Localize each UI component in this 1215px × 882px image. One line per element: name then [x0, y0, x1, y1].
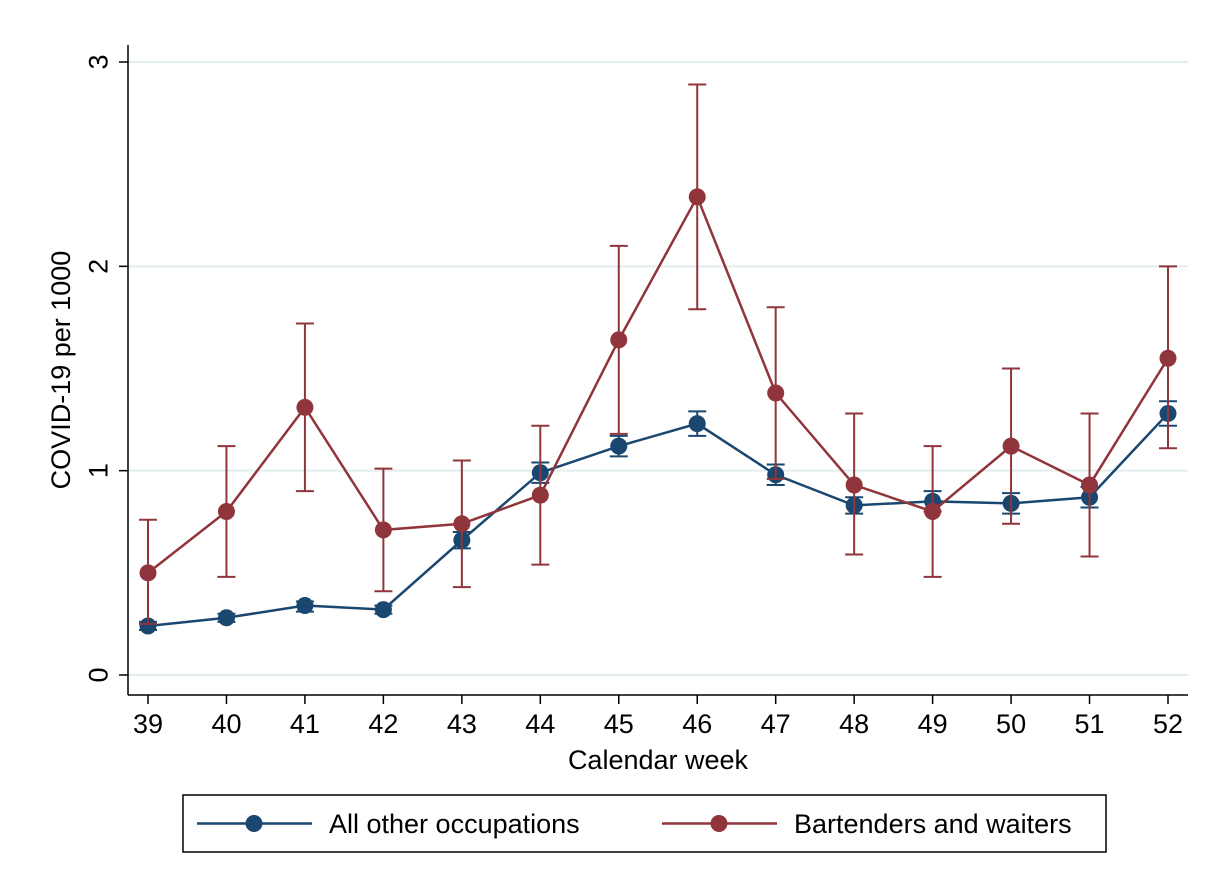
- legend-label: Bartenders and waiters: [794, 809, 1072, 839]
- data-point: [1159, 349, 1177, 367]
- data-point: [374, 521, 392, 539]
- x-tick-label: 48: [839, 709, 869, 739]
- x-tick-label: 49: [918, 709, 948, 739]
- legend: All other occupations Bartenders and wait…: [182, 794, 1107, 853]
- data-point: [924, 503, 942, 521]
- data-point: [531, 486, 549, 504]
- y-ticks: 0 1 2 3: [83, 54, 128, 683]
- data-point: [453, 515, 471, 533]
- x-tick-label: 51: [1075, 709, 1105, 739]
- data-point: [296, 398, 314, 416]
- data-point: [1081, 476, 1099, 494]
- x-tick-label: 42: [368, 709, 398, 739]
- data-point: [767, 384, 785, 402]
- data-point: [845, 476, 863, 494]
- data-point: [217, 609, 235, 627]
- y-tick-label: 2: [83, 259, 113, 274]
- data-point: [217, 503, 235, 521]
- x-tick-label: 40: [211, 709, 241, 739]
- x-tick-label: 39: [133, 709, 163, 739]
- x-tick-label: 41: [290, 709, 320, 739]
- data-point: [139, 617, 157, 635]
- data-point: [374, 601, 392, 619]
- data-point: [139, 564, 157, 582]
- legend-label: All other occupations: [329, 809, 580, 839]
- data-point: [610, 331, 628, 349]
- data-point: [688, 188, 706, 206]
- legend-box: [182, 794, 1107, 853]
- x-tick-label: 43: [447, 709, 477, 739]
- data-point: [610, 437, 628, 455]
- data-point: [1002, 437, 1020, 455]
- legend-marker: [710, 815, 728, 832]
- y-axis-title: COVID-19 per 1000: [46, 251, 76, 490]
- y-tick-label: 0: [83, 667, 113, 682]
- x-tick-label: 52: [1153, 709, 1183, 739]
- legend-items: All other occupations Bartenders and wait…: [197, 809, 1072, 839]
- x-tick-label: 47: [761, 709, 791, 739]
- y-tick-label: 1: [83, 463, 113, 478]
- x-axis-title: Calendar week: [568, 745, 749, 775]
- x-tick-label: 46: [682, 709, 712, 739]
- series-bartenders-and-waiters: [139, 83, 1177, 625]
- series-line: [147, 193, 1170, 574]
- data-point: [296, 597, 314, 615]
- legend-marker: [245, 815, 263, 832]
- series-layer: [139, 83, 1177, 635]
- legend-item: Bartenders and waiters: [662, 809, 1072, 839]
- x-tick-label: 45: [604, 709, 634, 739]
- series-line: [147, 412, 1169, 628]
- y-tick-label: 3: [83, 54, 113, 69]
- series-all-other-occupations: [139, 400, 1177, 635]
- data-point: [688, 415, 706, 433]
- x-tick-label: 44: [525, 709, 555, 739]
- x-tick-label: 50: [996, 709, 1026, 739]
- x-ticks: 39 40 41 42 43 44 45 46 47 48 49 50 51 52: [133, 695, 1183, 739]
- legend-item: All other occupations: [197, 809, 580, 839]
